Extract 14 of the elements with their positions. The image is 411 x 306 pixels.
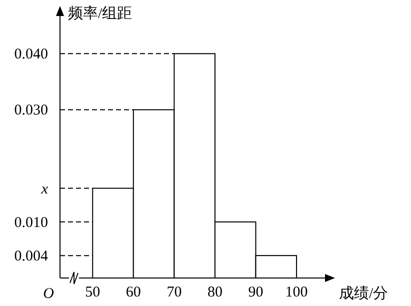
y-tick-label: 0.004 (14, 248, 48, 265)
text: O (43, 286, 54, 302)
y-tick-label: 0.030 (14, 102, 48, 119)
x-tick-label: 60 (126, 284, 141, 301)
x-tick-label: 80 (207, 284, 222, 301)
x-tick-label: 50 (85, 284, 100, 301)
x-axis-title: 成绩/分 (339, 285, 388, 302)
y-tick-label: 0.040 (14, 46, 48, 63)
y-axis-title: 频率/组距 (68, 5, 132, 22)
x-tick-label: 70 (166, 284, 182, 301)
y-tick-label: 0.010 (14, 214, 48, 231)
y-tick-label: x (40, 181, 48, 198)
x-tick-label: 100 (285, 284, 308, 301)
x-tick-label: 90 (248, 284, 264, 301)
